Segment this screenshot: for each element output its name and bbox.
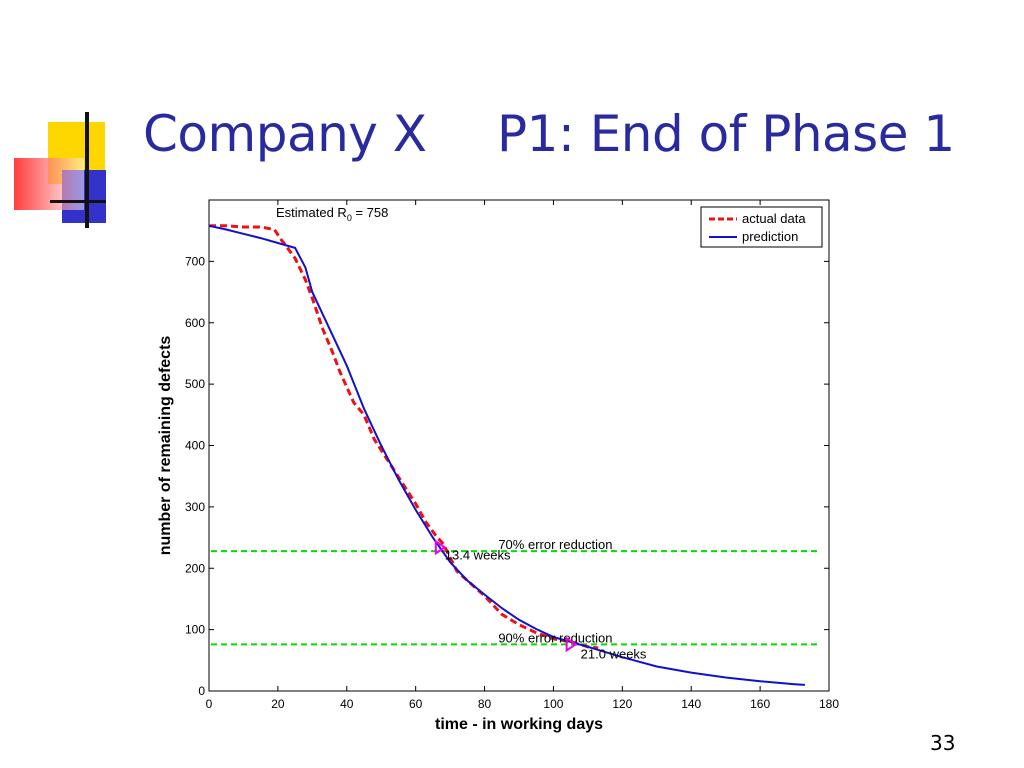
- series-line-actual: [209, 224, 599, 650]
- x-tick-label: 120: [612, 697, 632, 711]
- crossing-marker-label: 21.0 weeks: [581, 646, 647, 661]
- crossing-marker-label: 13.4 weeks: [445, 547, 511, 562]
- legend-label: actual data: [742, 211, 806, 226]
- logo-horizontal-bar: [50, 200, 106, 203]
- logo-vertical-bar: [85, 112, 89, 228]
- y-tick-label: 600: [185, 316, 205, 330]
- reference-line-label: 90% error reduction: [498, 630, 612, 645]
- crossing-marker: [434, 539, 447, 556]
- estimated-r0-label: Estimated R0 = 758: [276, 205, 388, 223]
- slide-title-company: Company X: [143, 105, 427, 163]
- series-line-prediction: [208, 224, 805, 686]
- reference-line-label: 70% error reduction: [498, 537, 612, 552]
- x-tick-label: 160: [750, 697, 770, 711]
- slide-title-phase: P1: End of Phase 1: [497, 105, 955, 163]
- crossing-marker: [565, 636, 578, 653]
- x-tick-label: 100: [543, 697, 563, 711]
- x-tick-label: 20: [271, 697, 285, 711]
- plot-area: [208, 199, 830, 692]
- legend-box: [700, 206, 823, 248]
- y-tick-label: 300: [185, 500, 205, 514]
- y-tick-label: 500: [185, 377, 205, 391]
- x-tick-label: 60: [409, 697, 423, 711]
- y-tick-label: 200: [185, 561, 205, 575]
- x-tick-label: 140: [681, 697, 701, 711]
- y-axis-label: number of remaining defects: [157, 336, 174, 556]
- y-tick-label: 100: [185, 623, 205, 637]
- x-tick-label: 80: [478, 697, 492, 711]
- x-tick-label: 0: [206, 697, 213, 711]
- y-tick-label: 0: [198, 684, 205, 698]
- x-tick-label: 180: [819, 697, 839, 711]
- x-tick-label: 40: [340, 697, 354, 711]
- y-tick-label: 400: [185, 439, 205, 453]
- x-axis-label: time - in working days: [435, 716, 603, 733]
- legend-label: prediction: [742, 229, 798, 244]
- y-tick-label: 700: [185, 254, 205, 268]
- slide-number: 33: [930, 731, 956, 755]
